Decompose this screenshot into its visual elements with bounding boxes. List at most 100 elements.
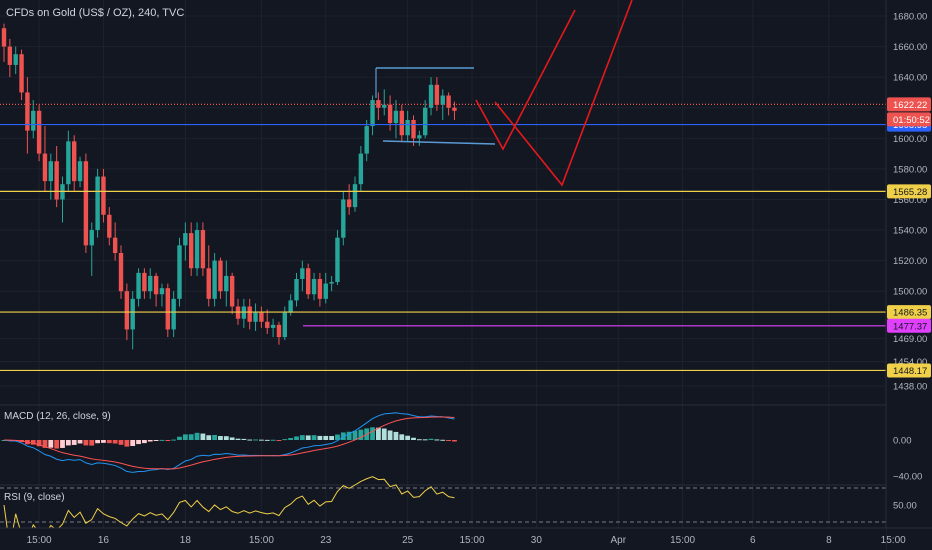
- price-tick-label: 1560.00: [893, 195, 927, 206]
- time-tick-label: 15:00: [249, 535, 274, 546]
- time-tick-label: 8: [826, 535, 832, 546]
- macd-histogram-bar: [218, 436, 223, 440]
- price-tick-label: 1600.00: [893, 134, 927, 145]
- rsi-pane: [0, 476, 932, 548]
- macd-histogram-bar: [136, 440, 141, 445]
- candle-body: [300, 268, 305, 279]
- countdown-tag-bg: [887, 112, 931, 127]
- projection-path-1[interactable]: [475, 9, 576, 151]
- candle-body: [434, 84, 440, 105]
- candle-body: [253, 312, 258, 322]
- macd-histogram-bar: [177, 436, 182, 440]
- projection-path-2[interactable]: [494, 0, 633, 187]
- candle-body: [335, 237, 340, 283]
- candle-body: [446, 95, 451, 108]
- candle-body: [153, 275, 159, 295]
- macd-histogram-bar: [416, 439, 422, 441]
- candle-body: [206, 268, 211, 299]
- price-tick-label: 1454.00: [893, 357, 927, 368]
- levels: [0, 103, 886, 372]
- candle-body: [358, 153, 364, 185]
- candle-body: [352, 184, 358, 208]
- macd-histogram-bar: [440, 439, 446, 441]
- candle-body: [165, 288, 170, 330]
- rsi-title: RSI (9, close): [4, 492, 65, 503]
- time-tick-label: 30: [531, 535, 543, 546]
- candle-body: [417, 135, 422, 139]
- signal-line: [3, 416, 455, 470]
- macd-histogram-bar: [253, 439, 258, 441]
- macd-histogram-bar: [428, 438, 434, 440]
- macd-histogram-bar: [294, 436, 299, 440]
- candle-body: [387, 104, 393, 124]
- time-tick-label: Apr: [610, 535, 626, 546]
- candle-body: [323, 283, 328, 299]
- candle-body: [341, 199, 346, 238]
- candle-body: [423, 107, 428, 136]
- macd-histogram-bar: [352, 430, 358, 440]
- macd-histogram-bar: [36, 440, 42, 447]
- price-tick-label: 1580.00: [893, 164, 927, 175]
- candle-body: [177, 245, 182, 299]
- macd-histogram-bar: [311, 435, 317, 440]
- candle-body: [48, 161, 53, 182]
- macd-histogram-bar: [229, 437, 235, 440]
- macd-histogram-bar: [95, 440, 100, 444]
- macd-histogram-bar: [118, 440, 124, 445]
- price-tags: 1622.221608.981565.281486.351477.371448.…: [887, 97, 931, 378]
- macd-pane: [0, 404, 932, 473]
- candle-body: [124, 291, 130, 330]
- price-tag: 1477.37: [893, 321, 927, 332]
- candle-body: [142, 272, 147, 292]
- macd-histogram-bar: [77, 440, 83, 444]
- macd-histogram-bar: [387, 430, 393, 440]
- time-tick-label: 18: [180, 535, 192, 546]
- macd-histogram-bar: [188, 434, 194, 440]
- time-tick-label: 15:00: [670, 535, 695, 546]
- candle-body: [247, 306, 252, 322]
- candle-body: [370, 100, 375, 127]
- macd-histogram-bar: [288, 437, 294, 440]
- price-tick-label: 1680.00: [893, 12, 927, 23]
- macd-histogram-bar: [153, 440, 159, 441]
- macd-histogram-bar: [194, 432, 200, 440]
- macd-histogram-bar: [317, 435, 323, 440]
- macd-histogram-bar: [329, 436, 334, 440]
- candle-body: [101, 176, 106, 215]
- candle-body: [183, 233, 188, 246]
- time-tick-label: 6: [750, 535, 756, 546]
- macd-histogram-bar: [323, 435, 329, 440]
- macd-histogram-bar: [42, 440, 48, 448]
- candle-body: [89, 230, 94, 246]
- macd-histogram-bar: [335, 434, 340, 440]
- candle-body: [7, 46, 13, 65]
- macd-histogram-bar: [370, 427, 375, 440]
- macd-histogram-bar: [376, 427, 381, 440]
- price-tick-label: 1540.00: [893, 226, 927, 237]
- macd-histogram-bar: [48, 440, 54, 448]
- candle-body: [130, 298, 135, 330]
- macd-histogram-bar: [171, 439, 177, 441]
- macd-title: MACD (12, 26, close, 9): [4, 411, 111, 422]
- time-axis-bg: [0, 528, 886, 550]
- price-tag-bg: [887, 305, 931, 320]
- price-tag-bg: [887, 363, 931, 378]
- candle-body: [189, 233, 194, 269]
- candle-body: [77, 161, 83, 182]
- macd-histogram-bar: [130, 440, 136, 446]
- macd-histogram-bar: [270, 439, 276, 441]
- candle-body: [218, 260, 223, 292]
- macd-histogram-bar: [299, 435, 305, 440]
- macd-histogram-bar: [83, 440, 89, 446]
- candle-body: [276, 324, 282, 338]
- candle-body: [452, 107, 457, 111]
- macd-histogram-bar: [212, 434, 217, 440]
- macd-histogram-bar: [89, 440, 95, 446]
- time-tick-label: 15:00: [881, 535, 906, 546]
- macd-histogram-bar: [206, 435, 212, 440]
- macd-histogram-bar: [446, 440, 451, 441]
- channel-bottom-line[interactable]: [382, 140, 496, 145]
- macd-line: [3, 412, 455, 473]
